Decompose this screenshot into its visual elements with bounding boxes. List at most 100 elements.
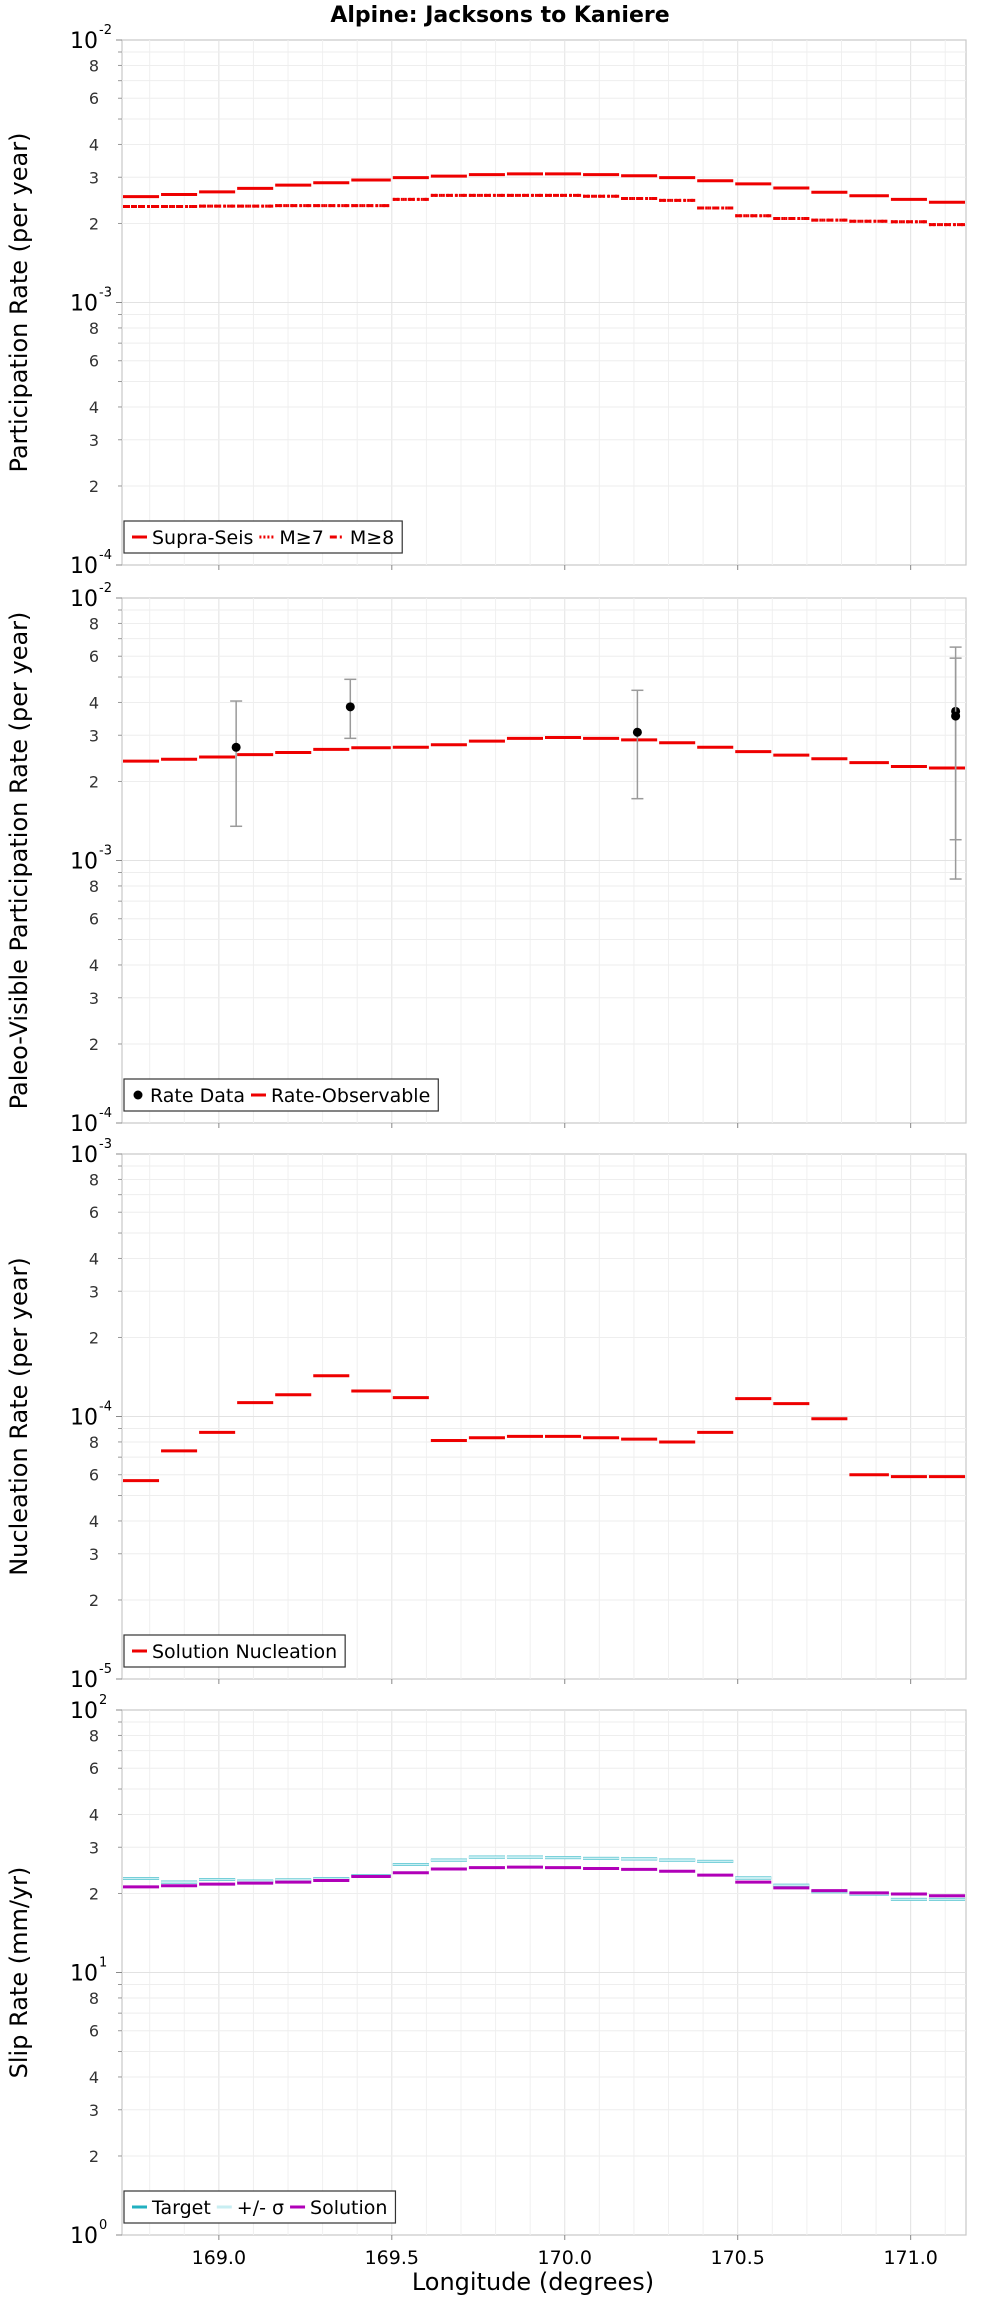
y-minor-tick-label: 8 — [89, 877, 99, 896]
y-minor-tick-label: 3 — [89, 989, 99, 1008]
y-major-tick-exponent: 2 — [99, 1693, 107, 1708]
legend-marker — [133, 1090, 143, 1100]
y-major-tick-exponent: 1 — [99, 1956, 107, 1971]
y-axis-label: Paleo-Visible Participation Rate (per ye… — [5, 612, 33, 1110]
y-minor-tick-label: 2 — [89, 477, 99, 496]
data-point — [345, 702, 355, 712]
y-major-tick-label: 10 — [70, 1962, 98, 1987]
y-minor-tick-label: 6 — [89, 910, 99, 929]
series-solution-nucleation — [123, 1374, 965, 1483]
y-minor-tick-label: 3 — [89, 1282, 99, 1301]
y-major-tick-label: 10 — [70, 292, 98, 317]
y-minor-tick-label: 8 — [89, 319, 99, 338]
y-minor-tick-label: 2 — [89, 1591, 99, 1610]
legend-label: M≥8 — [350, 527, 394, 549]
y-major-tick-label: 10 — [70, 1143, 98, 1168]
y-major-tick-label: 10 — [70, 29, 98, 54]
y-major-tick-exponent: -3 — [99, 1137, 112, 1152]
y-minor-tick-label: 6 — [89, 1759, 99, 1778]
y-major-tick-label: 10 — [70, 850, 98, 875]
series-supra-seis — [123, 172, 965, 204]
x-tick-label: 170.0 — [538, 2247, 592, 2269]
y-minor-tick-label: 8 — [89, 56, 99, 75]
y-major-tick-label: 10 — [70, 1668, 98, 1693]
y-major-tick-exponent: -4 — [99, 548, 112, 563]
y-minor-tick-label: 8 — [89, 1433, 99, 1452]
y-major-tick-label: 10 — [70, 1406, 98, 1431]
data-point-group — [230, 700, 243, 828]
y-minor-tick-label: 4 — [89, 693, 99, 712]
y-minor-tick-label: 2 — [89, 1035, 99, 1054]
y-minor-tick-label: 6 — [89, 1203, 99, 1222]
legend-box — [123, 2190, 397, 2224]
legend-label: Solution Nucleation — [152, 1641, 337, 1663]
data-point — [231, 742, 241, 752]
y-axis-label: Participation Rate (per year) — [5, 133, 33, 473]
legend-label: Rate-Observable — [271, 1085, 430, 1107]
y-major-tick-exponent: 0 — [99, 2218, 107, 2233]
y-minor-tick-label: 6 — [89, 89, 99, 108]
y-minor-tick-label: 3 — [89, 168, 99, 187]
y-minor-tick-label: 4 — [89, 1512, 99, 1531]
y-major-tick-exponent: -2 — [99, 23, 112, 38]
y-minor-tick-label: 6 — [89, 647, 99, 666]
y-minor-tick-label: 8 — [89, 1989, 99, 2008]
legend: Target +/- σ Solution — [123, 2190, 397, 2224]
series-solution — [123, 1865, 965, 1898]
y-major-tick-label: 10 — [70, 1699, 98, 1724]
y-major-tick-exponent: -4 — [99, 1106, 112, 1121]
y-major-tick-label: 10 — [70, 587, 98, 612]
series-- — [123, 1856, 965, 1901]
x-axis-label: Longitude (degrees) — [412, 2268, 654, 2296]
y-axis-label: Slip Rate (mm/yr) — [5, 1867, 33, 2079]
y-minor-tick-label: 6 — [89, 2022, 99, 2041]
y-minor-tick-label: 2 — [89, 1884, 99, 1903]
y-major-tick-exponent: -5 — [99, 1662, 112, 1677]
y-minor-tick-label: 4 — [89, 1805, 99, 1824]
y-minor-tick-label: 8 — [89, 614, 99, 633]
y-minor-tick-label: 2 — [89, 1328, 99, 1347]
data-point — [951, 711, 961, 721]
y-minor-tick-label: 3 — [89, 431, 99, 450]
y-minor-tick-label: 3 — [89, 2101, 99, 2120]
series-m-8 — [123, 193, 965, 227]
y-minor-tick-label: 4 — [89, 135, 99, 154]
legend: Supra-Seis M≥7 M≥8 — [123, 520, 403, 554]
chart-title: Alpine: Jacksons to Kaniere — [330, 3, 669, 28]
legend-box — [123, 520, 403, 554]
y-minor-tick-label: 8 — [89, 1726, 99, 1745]
y-major-tick-exponent: -3 — [99, 286, 112, 301]
y-minor-tick-label: 3 — [89, 1838, 99, 1857]
legend-label: Rate Data — [150, 1085, 245, 1107]
data-point-group — [344, 678, 357, 740]
series-rate-observable — [123, 736, 965, 770]
y-minor-tick-label: 2 — [89, 214, 99, 233]
x-tick-label: 170.5 — [711, 2247, 765, 2269]
y-minor-tick-label: 2 — [89, 772, 99, 791]
legend-label: +/- σ — [237, 2197, 284, 2219]
y-minor-tick-label: 3 — [89, 726, 99, 745]
y-major-tick-exponent: -3 — [99, 844, 112, 859]
y-minor-tick-label: 4 — [89, 2068, 99, 2087]
y-major-tick-label: 10 — [70, 554, 98, 579]
x-tick-label: 169.0 — [192, 2247, 246, 2269]
legend-label: Solution — [310, 2197, 387, 2219]
y-minor-tick-label: 4 — [89, 398, 99, 417]
y-major-tick-exponent: -4 — [99, 1400, 112, 1415]
y-minor-tick-label: 4 — [89, 1249, 99, 1268]
legend: Solution Nucleation — [123, 1634, 346, 1668]
data-point-group — [949, 657, 962, 841]
y-minor-tick-label: 2 — [89, 2147, 99, 2166]
legend-label: Supra-Seis — [152, 527, 253, 549]
y-major-tick-label: 10 — [70, 2224, 98, 2249]
y-axis-label: Nucleation Rate (per year) — [5, 1257, 33, 1576]
y-minor-tick-label: 3 — [89, 1545, 99, 1564]
y-major-tick-exponent: -2 — [99, 581, 112, 596]
legend: Rate Data Rate-Observable — [123, 1078, 439, 1112]
